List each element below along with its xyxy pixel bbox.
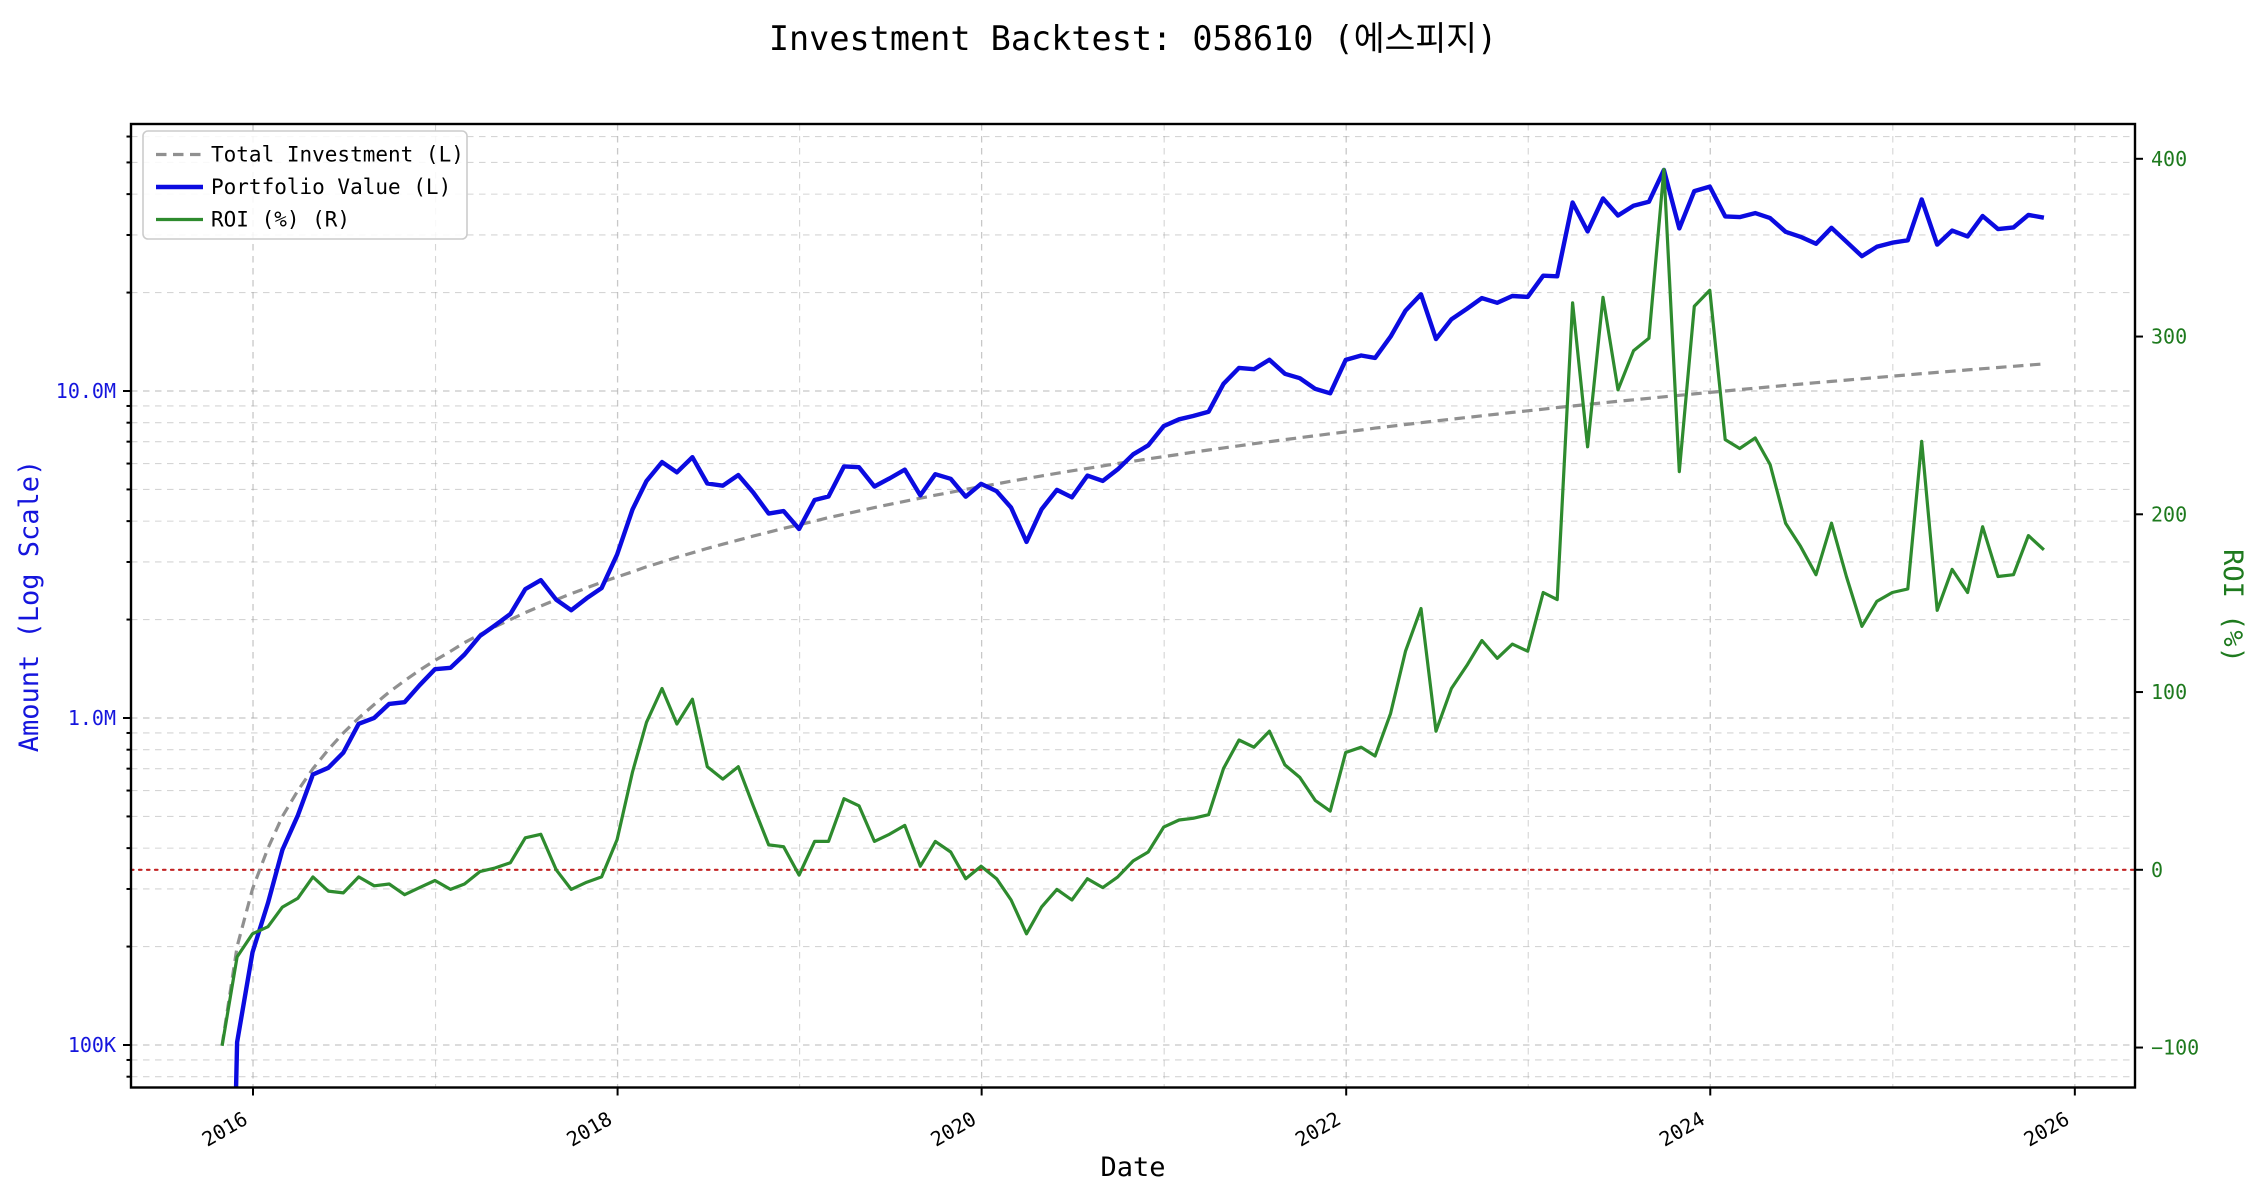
legend-portfolio-label[interactable]: Portfolio Value (L): [211, 175, 451, 199]
series-layer: [220, 167, 2045, 1200]
legend-roi-label[interactable]: ROI (%) (R): [211, 208, 350, 232]
left-y-tick-label: 100K: [68, 1033, 116, 1057]
right-y-tick-label: 100: [2151, 680, 2187, 704]
left-y-tick-label: 1.0M: [68, 706, 116, 730]
right-y-tick-label: 400: [2151, 147, 2187, 171]
right-y-tick-label: 0: [2151, 858, 2163, 882]
plot-frame: [129, 122, 2137, 1089]
legend: Total Investment (L) Portfolio Value (L)…: [142, 130, 468, 240]
legend-investment-label[interactable]: Total Investment (L): [211, 143, 464, 167]
right-y-axis-label: ROI (%): [2217, 549, 2248, 663]
legend-box: [142, 130, 468, 240]
x-axis-label: Date: [1100, 1152, 1165, 1183]
portfolio-value-line[interactable]: [222, 167, 2045, 1200]
roi-line[interactable]: [220, 167, 2045, 1047]
right-y-tick-label: −100: [2151, 1036, 2199, 1060]
right-y-tick-label: 300: [2151, 325, 2187, 349]
left-y-tick-label: 10.0M: [56, 379, 116, 403]
right-y-tick-label: 200: [2151, 502, 2187, 526]
left-y-axis-label: Amount (Log Scale): [14, 460, 45, 753]
chart-title: Investment Backtest: 058610 (에스피지): [769, 19, 1497, 58]
grid-lines: [131, 124, 2135, 1088]
